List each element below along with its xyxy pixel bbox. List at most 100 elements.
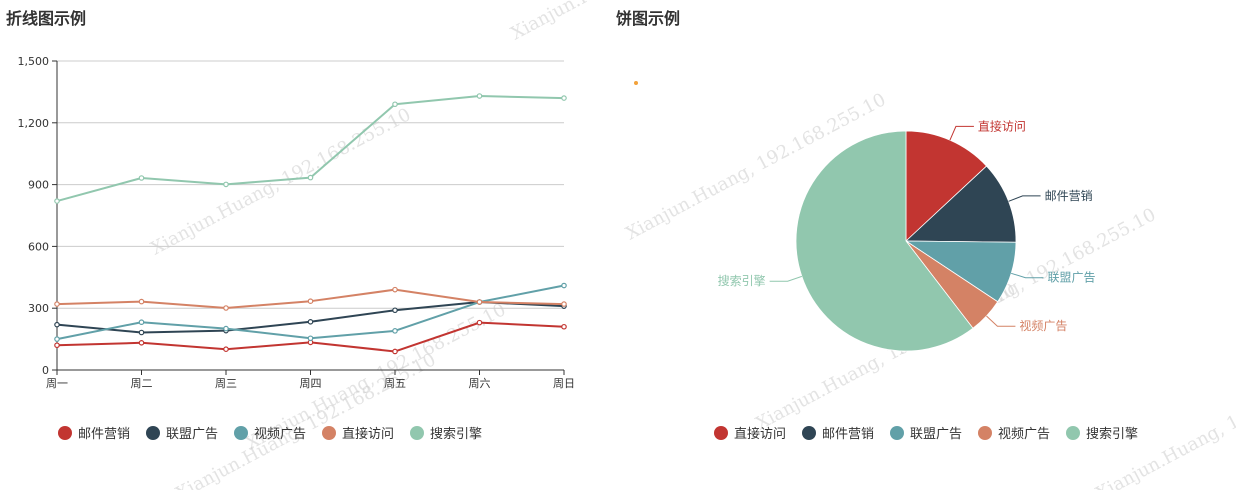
legend-marker (978, 426, 992, 440)
pie-label-text: 视频广告 (1019, 318, 1067, 333)
legend-label: 邮件营销 (822, 427, 874, 442)
legend-marker (410, 426, 424, 440)
data-point (476, 299, 483, 305)
legend-item: 联盟广告 (890, 426, 962, 442)
pie-slices (795, 130, 1017, 352)
x-tick-label: 周六 (469, 377, 491, 390)
pie-slice (904, 165, 1017, 243)
legend-marker (802, 426, 816, 440)
legend-item: 联盟广告 (146, 426, 218, 442)
y-tick-label: 1,200 (18, 117, 50, 130)
y-tick-label: 0 (42, 364, 49, 377)
legend-item: 搜索引擎 (410, 426, 482, 442)
data-point (54, 321, 60, 328)
data-point (392, 348, 398, 355)
legend-item: 直接访问 (322, 426, 394, 442)
legend-item: 直接访问 (714, 426, 786, 442)
y-tick-label: 1,500 (18, 55, 50, 68)
legend-label: 联盟广告 (166, 427, 218, 442)
data-point (392, 307, 398, 314)
legend-label: 邮件营销 (78, 427, 130, 442)
line-axes: 0 300 600 900 1,200 1,500 周一 周二 周三 周四 周五 周六 周日 (18, 55, 576, 390)
data-point (54, 198, 60, 204)
data-point (561, 301, 567, 307)
data-point (307, 335, 314, 342)
data-point (54, 301, 60, 307)
line-grid (57, 60, 564, 309)
data-point (561, 282, 567, 289)
x-tick-label: 周五 (384, 377, 406, 390)
pie-label: 直接访问 (949, 118, 1026, 141)
decorative-dot (634, 81, 638, 85)
data-point (561, 323, 567, 330)
series-1 (54, 319, 567, 355)
x-tick-label: 周二 (131, 377, 153, 390)
legend-marker (146, 426, 160, 440)
x-tick-label: 周日 (553, 377, 575, 390)
pie-label: 联盟广告 (1011, 271, 1096, 285)
data-point (138, 175, 145, 181)
pie-chart-title: 饼图示例 (616, 9, 681, 28)
pie-label-text: 直接访问 (978, 118, 1026, 133)
pie-label-text: 搜索引擎 (718, 273, 766, 288)
line-series-group (54, 93, 567, 355)
data-point (561, 95, 567, 101)
legend-item: 邮件营销 (58, 426, 130, 442)
y-tick-label: 900 (28, 179, 49, 192)
line-chart: 0 300 600 900 1,200 1,500 周一 周二 周三 周四 周五 周六 周日 邮件营销 联… (18, 55, 576, 442)
data-point (138, 340, 145, 346)
y-tick-label: 600 (28, 240, 49, 253)
pie-label: 搜索引擎 (718, 273, 803, 288)
data-point (392, 328, 398, 334)
legend-marker (234, 426, 248, 440)
legend-label: 直接访问 (342, 426, 394, 442)
legend-item: 邮件营销 (802, 426, 874, 442)
line-chart-title: 折线图示例 (6, 9, 87, 28)
leader-line (769, 275, 803, 282)
x-tick-label: 周一 (46, 377, 68, 390)
data-point (307, 174, 314, 181)
legend-label: 视频广告 (998, 427, 1050, 442)
legend-label: 联盟广告 (910, 427, 962, 442)
legend-label: 搜索引擎 (1086, 427, 1138, 442)
leader-line (949, 125, 974, 141)
x-tick-label: 周四 (300, 377, 322, 390)
legend-marker (890, 426, 904, 440)
x-tick-label: 周三 (215, 377, 237, 390)
data-point (307, 318, 314, 325)
data-point (138, 319, 145, 326)
data-point (138, 329, 145, 336)
data-point (392, 101, 398, 108)
legend-marker (1066, 426, 1080, 440)
pie-label-text: 联盟广告 (1047, 271, 1095, 285)
line-legend: 邮件营销 联盟广告 视频广告 直接访问 搜索引擎 (58, 426, 482, 442)
pie-slice (905, 130, 988, 242)
legend-item: 视频广告 (234, 426, 306, 442)
leader-line (1011, 272, 1044, 279)
watermark-text: Xianjun.Huang, 192.168.255.10 (1092, 349, 1236, 490)
y-tick-label: 300 (28, 302, 49, 315)
data-point (476, 93, 483, 99)
data-point (223, 305, 229, 311)
data-point (223, 181, 229, 188)
series-5 (54, 93, 567, 204)
legend-item: 搜索引擎 (1066, 426, 1138, 442)
series-4 (54, 286, 567, 311)
data-point (392, 286, 398, 293)
data-point (138, 298, 145, 305)
pie-legend: 直接访问 邮件营销 联盟广告 视频广告 搜索引擎 (714, 426, 1138, 442)
watermark-layer: Xianjun.Huang, 192.168.255.10 Xianjun.Hua… (147, 0, 1236, 490)
data-point (476, 319, 483, 326)
legend-marker (714, 426, 728, 440)
data-point (307, 298, 314, 304)
leader-line (1008, 195, 1041, 202)
pie-label: 视频广告 (986, 315, 1067, 333)
legend-marker (58, 426, 72, 440)
series-line (56, 95, 565, 203)
legend-item: 视频广告 (978, 426, 1050, 442)
legend-marker (322, 426, 336, 440)
